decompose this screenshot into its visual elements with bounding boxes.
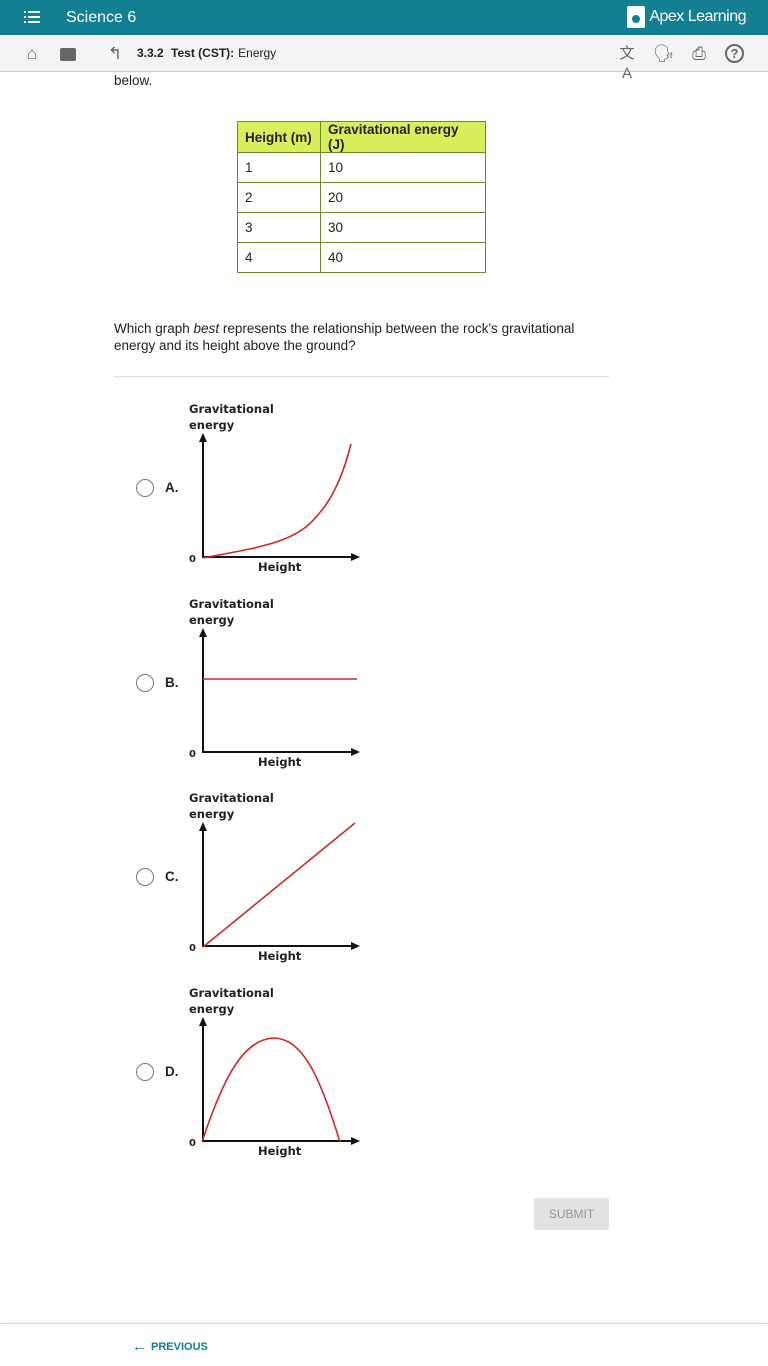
cell: 30 — [320, 212, 486, 243]
column-header: Height (m) — [237, 121, 321, 153]
translate-icon[interactable]: 文A — [619, 45, 635, 82]
option-graph: Gravitational energy 0 Height — [189, 791, 360, 963]
text-to-speech-icon[interactable]: 🗣 — [653, 44, 675, 63]
y-axis-arrow — [199, 433, 207, 442]
option-letter: C. — [165, 869, 179, 884]
cell: 4 — [237, 242, 321, 273]
option-letter: B. — [165, 675, 179, 690]
table-row: 4 40 — [237, 242, 486, 273]
intro-text: below. — [114, 73, 153, 88]
cell: 10 — [320, 152, 486, 183]
radio-button[interactable] — [136, 1063, 154, 1081]
logo-text: Apex Learning — [649, 8, 746, 25]
question-part: represents the relationship between the … — [114, 321, 575, 353]
submit-button[interactable]: SUBMIT — [534, 1198, 609, 1230]
briefcase-icon[interactable] — [58, 44, 78, 64]
question-text: Which graph best represents the relation… — [114, 320, 609, 354]
topic: Energy — [238, 46, 277, 60]
graph-curve — [201, 1037, 341, 1143]
option-graph: Gravitational energy 0 Height — [189, 402, 360, 574]
y-axis-label: Gravitational — [189, 402, 274, 416]
y-axis-arrow — [199, 1017, 207, 1026]
section-number: 3.3.2 — [137, 46, 164, 60]
y-axis-label: energy — [189, 1002, 235, 1016]
origin-label: 0 — [189, 1138, 196, 1149]
footer: ← PREVIOUS — [0, 1323, 768, 1366]
answer-option[interactable]: C. Gravitational energy 0 Height — [130, 787, 390, 972]
x-axis-arrow — [351, 942, 360, 950]
y-axis-label: energy — [189, 807, 235, 821]
radio-button[interactable] — [136, 674, 154, 692]
x-axis-label: Height — [258, 1144, 302, 1158]
answer-option[interactable]: B. Gravitational energy 0 Height — [130, 593, 390, 778]
option-letter: D. — [165, 1064, 179, 1079]
previous-label: PREVIOUS — [151, 1340, 208, 1353]
origin-label: 0 — [189, 943, 196, 954]
table-row: 2 20 — [237, 182, 486, 213]
origin-label: 0 — [189, 554, 196, 565]
table-row: 3 30 — [237, 212, 486, 243]
answer-option[interactable]: D. Gravitational energy 0 Height — [130, 982, 390, 1167]
y-axis-label: Gravitational — [189, 986, 274, 1000]
up-arrow-icon[interactable]: ↰ — [107, 44, 123, 63]
graph-curve — [202, 443, 352, 559]
data-table: Height (m) Gravitational energy (J) 1 10 2… — [237, 121, 486, 273]
option-graph: Gravitational energy 0 Height — [189, 986, 360, 1158]
column-header: Gravitational energy (J) — [320, 121, 486, 153]
option-letter: A. — [165, 480, 179, 495]
radio-button[interactable] — [136, 479, 154, 497]
x-axis-arrow — [351, 553, 360, 561]
print-icon[interactable]: ⎙ — [692, 44, 706, 63]
cell: 1 — [237, 152, 321, 183]
y-axis-label: Gravitational — [189, 597, 274, 611]
previous-button[interactable]: ← PREVIOUS — [132, 1338, 208, 1355]
origin-label: 0 — [189, 749, 196, 760]
x-axis-label: Height — [258, 949, 302, 963]
x-axis-arrow — [351, 1137, 360, 1145]
divider — [114, 376, 609, 377]
cell: 2 — [237, 182, 321, 213]
answer-option[interactable]: A. Gravitational energy 0 Height — [130, 398, 390, 583]
x-axis-label: Height — [258, 755, 302, 769]
cell: 3 — [237, 212, 321, 243]
radio-button[interactable] — [136, 868, 154, 886]
option-graph: Gravitational energy 0 Height — [189, 597, 360, 769]
y-axis-arrow — [199, 822, 207, 831]
question-emphasis: best — [193, 321, 220, 336]
x-axis-label: Height — [258, 560, 302, 574]
list-icon[interactable] — [24, 10, 40, 24]
y-axis-arrow — [199, 628, 207, 637]
help-icon[interactable]: ? — [725, 44, 744, 63]
cell: 40 — [320, 242, 486, 273]
y-axis-label: energy — [189, 418, 235, 432]
arrow-left-icon: ← — [132, 1338, 147, 1355]
y-axis-label: energy — [189, 613, 235, 627]
top-bar: Science 6 Apex Learning — [0, 0, 768, 35]
home-icon[interactable]: ⌂ — [26, 44, 38, 63]
activity-type: Test (CST): — [171, 46, 235, 60]
y-axis-label: Gravitational — [189, 791, 274, 805]
breadcrumb: 3.3.2 Test (CST): Energy — [137, 46, 276, 60]
logo-mark-icon — [627, 6, 646, 28]
table-row: 1 10 — [237, 152, 486, 183]
question-part: Which graph — [114, 321, 194, 336]
toolbar: ⌂ ↰ 3.3.2 Test (CST): Energy 文A 🗣 ⎙ ? — [0, 35, 768, 82]
x-axis-arrow — [351, 748, 360, 756]
graph-curve — [202, 822, 356, 948]
cell: 20 — [320, 182, 486, 213]
course-title: Science 6 — [66, 9, 137, 26]
apex-logo: Apex Learning — [627, 6, 746, 28]
